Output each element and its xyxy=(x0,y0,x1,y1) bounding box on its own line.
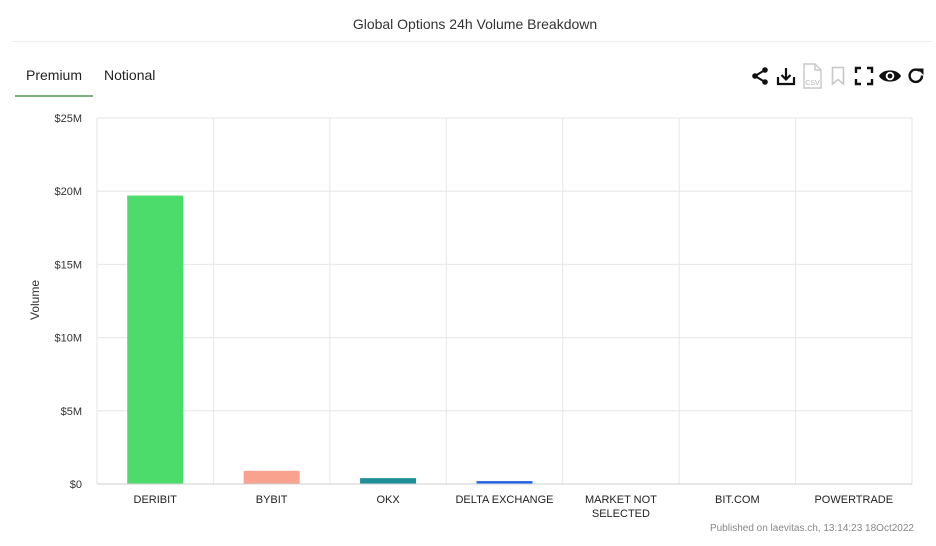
x-tick-label: POWERTRADE xyxy=(814,494,893,506)
download-icon[interactable] xyxy=(774,62,798,90)
y-axis-label: Volume xyxy=(28,280,42,320)
x-tick-label: DELTA EXCHANGE xyxy=(455,494,553,506)
x-tick-label: BIT.COM xyxy=(715,494,760,506)
bar[interactable] xyxy=(127,195,184,485)
bar-series xyxy=(127,195,533,485)
tab-premium[interactable]: Premium xyxy=(15,58,94,97)
grid-lines xyxy=(96,117,913,484)
y-tick-label: $20M xyxy=(54,186,82,198)
bar[interactable] xyxy=(243,470,300,484)
x-tick-label: OKX xyxy=(376,494,400,506)
x-tick-label: SELECTED xyxy=(592,508,650,520)
tab-bar: Premium Notional xyxy=(15,58,166,97)
fullscreen-icon[interactable] xyxy=(852,62,876,90)
title-divider xyxy=(12,41,932,42)
x-tick-label: BYBIT xyxy=(256,494,288,506)
bar[interactable] xyxy=(476,481,533,484)
published-footer: Published on laevitas.ch, 13:14:23 18Oct… xyxy=(709,523,914,534)
csv-label: CSV xyxy=(805,80,820,87)
tab-notional[interactable]: Notional xyxy=(104,67,156,83)
y-tick-label: $15M xyxy=(54,259,82,271)
chart-title: Global Options 24h Volume Breakdown xyxy=(352,16,598,32)
eye-icon[interactable] xyxy=(878,62,902,90)
y-tick-label: $25M xyxy=(54,113,82,125)
bookmark-icon[interactable] xyxy=(826,62,850,90)
chart-toolbar: CSV xyxy=(748,62,928,90)
y-tick-label: $0 xyxy=(70,479,82,491)
refresh-icon[interactable] xyxy=(904,62,928,90)
y-tick-label: $10M xyxy=(54,333,82,345)
csv-icon[interactable]: CSV xyxy=(800,62,824,90)
x-tick-label: MARKET NOT xyxy=(585,494,657,506)
x-tick-label: DERIBIT xyxy=(134,494,178,506)
axes: $0 $5M $10M $15M $20M $25M DERIBIT BYBIT OKX DELT… xyxy=(54,113,912,520)
y-tick-label: $5M xyxy=(61,406,82,418)
bar[interactable] xyxy=(360,478,417,484)
share-icon[interactable] xyxy=(748,62,772,90)
